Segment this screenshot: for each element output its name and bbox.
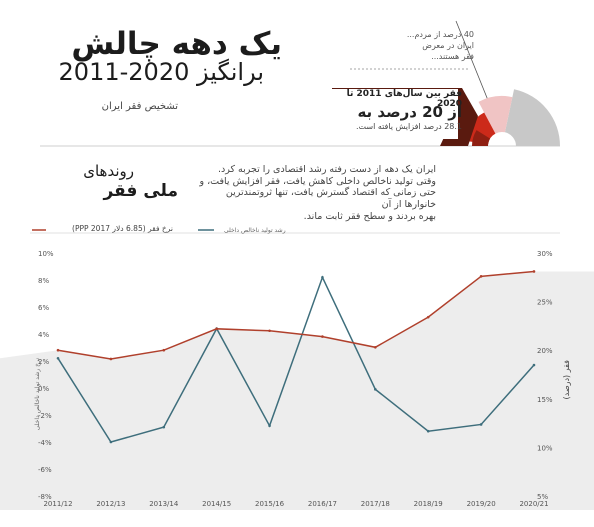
poverty-rate-line-point [215, 327, 218, 331]
left-tick-label: 4% [38, 331, 49, 339]
right-tick-label: 30% [537, 250, 553, 258]
poverty-rate-line-point [426, 315, 430, 319]
x-tick-label: 2017/18 [361, 500, 390, 508]
callout-panel [330, 89, 458, 139]
x-tick-label: 2018/19 [414, 500, 443, 508]
gdp-growth-line-point [56, 357, 60, 360]
x-tick-label: 2013/14 [149, 500, 179, 508]
right-tick-label: 15% [537, 396, 553, 404]
legend-gdp-swatch [198, 229, 214, 231]
gdp-growth-line-point [268, 424, 271, 428]
diagnosis-label: تشخیص فقر ایران [101, 101, 178, 112]
left-tick-label: 10% [38, 250, 54, 258]
left-axis-title: نرخ رشد تولید ناخالص داخلی [34, 358, 41, 431]
callout-40-text: 40 درصد از مردم... ایران در معرض فقر هست… [354, 30, 474, 63]
right-tick-label: 5% [537, 493, 548, 501]
right-axis-title: فقر (درصد) [562, 360, 571, 400]
poverty-rate-line-point [532, 270, 536, 273]
right-tick-label: 20% [537, 347, 553, 355]
section-heading-b: ملی فقر [103, 181, 178, 201]
donut-dark-segment [472, 130, 491, 146]
legend-gdp-label: رشد تولید ناخالص داخلی [224, 227, 286, 234]
left-tick-label: -4% [38, 439, 52, 447]
right-tick-label: 10% [537, 444, 553, 452]
left-tick-label: -2% [38, 412, 52, 420]
x-tick-label: 2011/12 [43, 500, 72, 508]
paragraph-line: ایران یک دهه از دست رفته رشد اقتصادی را … [217, 164, 436, 175]
callout-40-line: 40 درصد از مردم... [406, 30, 474, 39]
section-heading-a: روندهای [83, 162, 134, 180]
page-title: یک دهه چالش [71, 26, 282, 62]
gdp-growth-line-point [321, 276, 324, 279]
poverty-rate-line-point [109, 357, 113, 361]
gdp-growth-line-point [109, 440, 113, 444]
poverty-rate-line-point [56, 348, 60, 352]
gdp-growth-line-point [479, 423, 483, 426]
x-tick-label: 2015/16 [255, 500, 285, 508]
poverty-rate-line-point [162, 348, 166, 352]
gdp-growth-line-point [374, 388, 377, 391]
left-tick-label: 2% [38, 358, 49, 366]
page-subtitle: برانگیز 2020-2011 [58, 58, 264, 86]
x-tick-label: 2016/17 [308, 500, 337, 508]
poverty-rate-line-point [268, 329, 271, 333]
left-tick-label: 8% [38, 277, 49, 285]
section-paragraph: ایران یک دهه از دست رفته رشد اقتصادی را … [198, 164, 436, 222]
gdp-growth-line-point [162, 425, 166, 429]
donut-red-segment [464, 112, 496, 145]
callout-40-line: فقر هستند... [431, 52, 474, 61]
left-tick-label: -8% [38, 493, 52, 501]
paragraph-line: بهره بردند و سطح فقر ثابت ماند. [303, 210, 436, 222]
legend-poverty-label: نرخ فقر (6.85 دلار 2017 PPP) [72, 224, 173, 233]
poverty-rate-line [57, 270, 535, 360]
x-tick-label: 2019/20 [467, 500, 496, 508]
paragraph-line: وقتی تولید ناخالص داخلی کاهش یافت، فقر ا… [199, 175, 436, 187]
poverty-rate-line-point [479, 275, 483, 278]
left-tick-label: 0% [38, 385, 49, 393]
poverty-callout-value: از 20 درصد به [357, 103, 462, 121]
poverty-rate-line-point [374, 345, 377, 349]
poverty-donut [464, 89, 560, 146]
donut-pink-segment [478, 96, 513, 134]
callout-40-line: ایران در معرض [422, 41, 474, 50]
poverty-callout-label: فقر بین سال‌های 2011 تا 2020 [346, 89, 462, 109]
x-tick-label: 2020/21 [519, 500, 548, 508]
paragraph-line: حتی زمانی که اقتصاد گسترش یافت، تنها ثرو… [225, 187, 436, 211]
poverty-gdp-chart: 10% 8% 6% 4% 2% 0% -2% -4% -6% -8% 30% 25% 20% 15% 10%… [0, 250, 594, 510]
poverty-rate-line-point [321, 335, 324, 338]
gdp-growth-line [57, 275, 535, 443]
gdp-growth-line-point [532, 363, 536, 367]
left-tick-label: 6% [38, 304, 49, 312]
poverty-area-shade [0, 271, 594, 510]
poverty-callout-note: 28.1 درصد افزایش یافته است. [355, 122, 462, 131]
x-tick-label: 2012/13 [96, 500, 125, 508]
donut-grey-segment [504, 89, 560, 146]
legend-poverty-swatch [32, 229, 46, 231]
x-tick-label: 2014/15 [202, 500, 231, 508]
right-tick-label: 25% [537, 299, 553, 307]
left-tick-label: -6% [38, 466, 52, 474]
gdp-growth-line-point [426, 429, 430, 433]
